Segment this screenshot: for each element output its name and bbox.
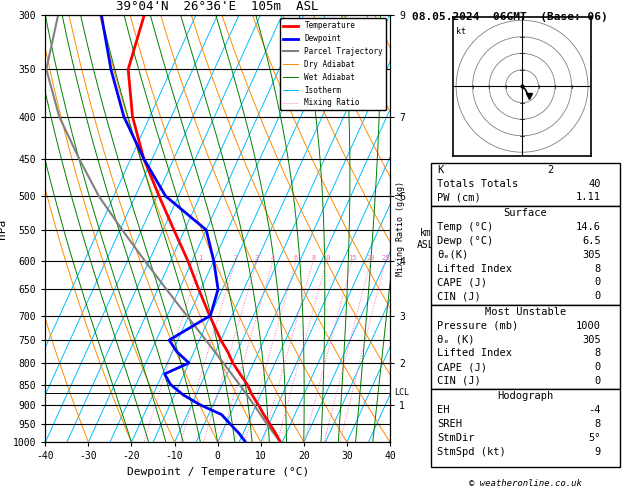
Text: CIN (J): CIN (J): [437, 291, 481, 301]
Text: Hodograph: Hodograph: [497, 391, 554, 401]
Text: Lifted Index: Lifted Index: [437, 348, 512, 358]
Text: 1: 1: [198, 255, 203, 261]
Text: 15: 15: [348, 255, 357, 261]
Legend: Temperature, Dewpoint, Parcel Trajectory, Dry Adiabat, Wet Adiabat, Isotherm, Mi: Temperature, Dewpoint, Parcel Trajectory…: [280, 18, 386, 110]
Text: Mixing Ratio (g/kg): Mixing Ratio (g/kg): [396, 181, 405, 276]
Text: K: K: [437, 165, 443, 175]
Text: θₑ(K): θₑ(K): [437, 250, 469, 260]
Text: © weatheronline.co.uk: © weatheronline.co.uk: [469, 479, 582, 486]
Text: 8: 8: [594, 263, 601, 274]
Text: 2: 2: [547, 165, 554, 175]
Text: Totals Totals: Totals Totals: [437, 179, 518, 189]
Text: θₑ (K): θₑ (K): [437, 334, 475, 345]
Text: 2: 2: [233, 255, 238, 261]
Text: 305: 305: [582, 250, 601, 260]
Text: 0: 0: [594, 376, 601, 386]
Text: -4: -4: [588, 405, 601, 415]
Text: 305: 305: [582, 334, 601, 345]
Text: 4: 4: [271, 255, 275, 261]
Text: Lifted Index: Lifted Index: [437, 263, 512, 274]
Text: 6: 6: [294, 255, 298, 261]
Y-axis label: hPa: hPa: [0, 218, 7, 239]
Y-axis label: km
ASL: km ASL: [417, 228, 435, 250]
Text: CAPE (J): CAPE (J): [437, 278, 487, 287]
Text: Dewp (°C): Dewp (°C): [437, 236, 493, 246]
Text: Temp (°C): Temp (°C): [437, 222, 493, 232]
Text: 3: 3: [255, 255, 259, 261]
Text: StmDir: StmDir: [437, 433, 475, 443]
Text: EH: EH: [437, 405, 450, 415]
Text: 9: 9: [594, 447, 601, 457]
Text: CAPE (J): CAPE (J): [437, 362, 487, 372]
Text: 08.05.2024  06GMT  (Base: 06): 08.05.2024 06GMT (Base: 06): [412, 12, 608, 22]
Text: 8: 8: [311, 255, 315, 261]
Text: 6.5: 6.5: [582, 236, 601, 246]
Text: Pressure (mb): Pressure (mb): [437, 321, 518, 331]
Text: kt: kt: [456, 27, 466, 36]
Text: 14.6: 14.6: [576, 222, 601, 232]
Text: 10: 10: [323, 255, 331, 261]
Text: 1000: 1000: [576, 321, 601, 331]
Text: 20: 20: [367, 255, 375, 261]
Text: 25: 25: [381, 255, 390, 261]
Text: 1.11: 1.11: [576, 192, 601, 203]
X-axis label: Dewpoint / Temperature (°C): Dewpoint / Temperature (°C): [126, 467, 309, 477]
Text: LCL: LCL: [394, 388, 409, 397]
Text: 0: 0: [594, 291, 601, 301]
Text: StmSpd (kt): StmSpd (kt): [437, 447, 506, 457]
Text: 0: 0: [594, 362, 601, 372]
Text: 8: 8: [594, 348, 601, 358]
Text: 0: 0: [594, 278, 601, 287]
Text: 40: 40: [588, 179, 601, 189]
Text: Surface: Surface: [503, 208, 547, 218]
Text: Most Unstable: Most Unstable: [484, 307, 566, 317]
Text: 5°: 5°: [588, 433, 601, 443]
Text: PW (cm): PW (cm): [437, 192, 481, 203]
Title: 39°04'N  26°36'E  105m  ASL: 39°04'N 26°36'E 105m ASL: [116, 0, 319, 14]
Text: CIN (J): CIN (J): [437, 376, 481, 386]
Text: 8: 8: [594, 419, 601, 429]
Text: SREH: SREH: [437, 419, 462, 429]
